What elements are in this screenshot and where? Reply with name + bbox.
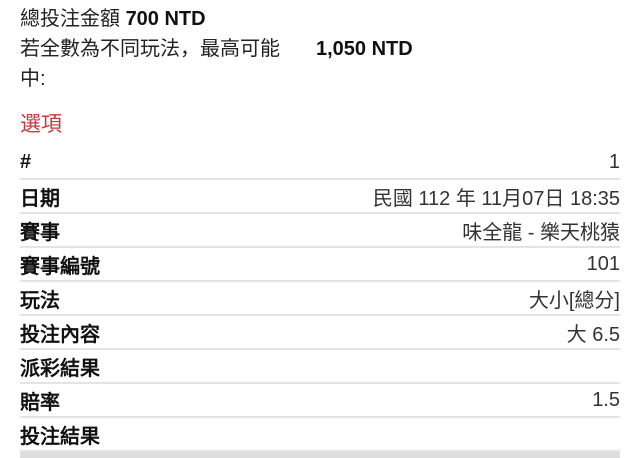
table-row: #1 [20,146,620,180]
row-label: 投注結果 [20,425,100,448]
table-row: 派彩結果 [20,350,620,384]
max-payout-value: 1,050 NTD [316,38,413,60]
row-value: 味全龍 - 樂天桃猿 [462,221,620,244]
total-value: 700 NTD [125,8,206,30]
bet-details-table: #1 日期 民國 112 年 11月07日 18:35 賽事 味全龍 - 樂天桃猿賽事編… [20,146,620,452]
row-label: 賽事編號 [20,255,100,278]
row-value: 101 [586,252,620,275]
table-row: 賠率 1.5 [20,384,620,418]
table-row: 投注內容 大 6.5 [20,316,620,350]
row-value: 1.5 [592,388,620,411]
row-value: 民國 112 年 11月07日 18:35 [372,187,620,210]
row-label: # [20,150,32,173]
max-payout-label: 若全數為不同玩法，最高可能 [20,38,280,60]
section-title: 選項 [20,113,62,136]
scroll-divider [20,452,620,458]
row-label: 賽事 [20,221,60,244]
row-label: 賠率 [20,391,60,414]
row-label: 投注內容 [20,323,100,346]
row-value: 大 6.5 [566,323,620,346]
row-label: 派彩結果 [20,357,100,380]
table-row: 日期 民國 112 年 11月07日 18:35 [20,180,620,214]
row-value: 大小[總分] [528,289,620,312]
row-value: 1 [608,150,620,173]
bet-summary: 總投注金額 700 NTD 若全數為不同玩法，最高可能 1,050 NTD 中: [20,4,413,94]
max-payout-label-cont: 中: [20,68,46,90]
total-label: 總投注金額 [20,8,120,30]
table-row: 賽事編號 101 [20,248,620,282]
row-label: 玩法 [20,289,60,312]
row-label: 日期 [20,187,60,210]
table-row: 賽事 味全龍 - 樂天桃猿 [20,214,620,248]
table-row: 玩法 大小[總分] [20,282,620,316]
table-row: 投注結果 [20,418,620,452]
